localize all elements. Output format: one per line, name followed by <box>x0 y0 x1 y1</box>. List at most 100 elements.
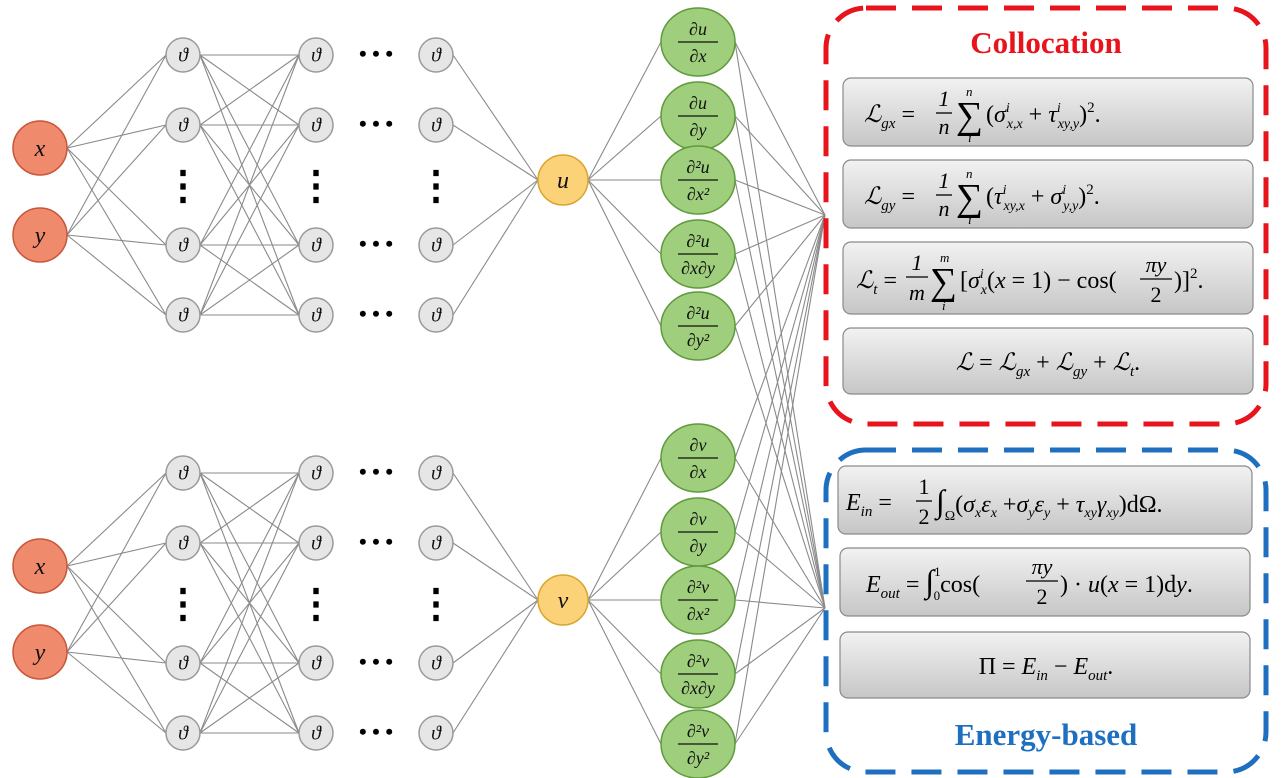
lower-derivative-edge <box>587 531 662 601</box>
svg-text:i: i <box>942 298 946 313</box>
svg-text:)]2.: )]2. <box>1174 266 1203 294</box>
upper-input-node-x: x <box>12 120 68 176</box>
upper-hidden-node-l3: ϑ <box>418 37 454 73</box>
derivative-denominator: ∂x∂y <box>681 258 715 278</box>
lower-derivative-edge <box>587 599 662 745</box>
upper-hidden-node-l1-label: ϑ <box>178 235 189 257</box>
formula-external-energy: Eout = ∫1 0cos( πy 2 ) · u(x = 1)dy. <box>839 547 1251 617</box>
derivative-numerator: ∂²u <box>686 303 709 323</box>
upper-loss-edge <box>734 179 826 216</box>
lower-derivative-edge <box>587 599 662 675</box>
energy-based-box <box>823 447 1269 775</box>
vertical-ellipsis: ⋮ <box>163 163 203 208</box>
derivative-numerator: ∂²v <box>687 721 709 741</box>
lower-hidden-node-l3: ϑ <box>418 455 454 491</box>
upper-hidden-node-l3-label: ϑ <box>431 45 442 67</box>
derivative-numerator: ∂²u <box>686 231 709 251</box>
lower-hidden-node-l1: ϑ <box>165 525 201 561</box>
upper-hidden-node-l3: ϑ <box>418 107 454 143</box>
network-edges <box>66 41 826 745</box>
derivative-denominator: ∂y <box>690 536 707 556</box>
svg-text:1: 1 <box>912 250 923 275</box>
lower-hidden-node-l1-label: ϑ <box>178 463 189 485</box>
ellipsis-markers: ⋮ ⋮ ⋮ • • • • • • • • • • • • ⋮ ⋮ ⋮ • • • • • • • • … <box>163 41 456 744</box>
upper-hidden-node-l2-label: ϑ <box>311 115 322 137</box>
svg-text:n: n <box>966 84 973 99</box>
upper-hidden-node-l1: ϑ <box>165 227 201 263</box>
upper-hidden-node-l1: ϑ <box>165 107 201 143</box>
svg-text:ℒt =: ℒt = <box>856 268 897 300</box>
svg-text:m: m <box>940 250 949 265</box>
lower-energy-edge <box>734 607 826 745</box>
upper-output-edge <box>452 179 539 246</box>
lower-hidden-node-l1: ϑ <box>165 645 201 681</box>
upper-energy-edge <box>734 41 826 609</box>
network-nodes: xyϑϑϑϑϑϑϑϑϑϑϑϑu∂u∂x∂u∂y∂²u∂x²∂²u∂x∂y∂²u∂… <box>12 7 736 778</box>
upper-output-edge <box>452 124 539 181</box>
horizontal-ellipsis: • • • <box>359 529 393 554</box>
vertical-ellipsis: ⋮ <box>163 581 203 626</box>
upper-derivative-edge <box>587 179 662 255</box>
upper-hidden-node-l3: ϑ <box>418 227 454 263</box>
svg-text:i: i <box>968 212 972 227</box>
svg-text:1: 1 <box>919 474 930 499</box>
lower-hidden-node-l2: ϑ <box>298 455 334 491</box>
lower-hidden-node-l3: ϑ <box>418 525 454 561</box>
lower-hidden-node-l2-label: ϑ <box>311 463 322 485</box>
upper-hidden-node-l2-label: ϑ <box>311 45 322 67</box>
vertical-ellipsis: ⋮ <box>296 163 336 208</box>
horizontal-ellipsis: • • • <box>359 231 393 256</box>
upper-hidden-node-l1: ϑ <box>165 297 201 333</box>
upper-output-node-label: u <box>557 168 569 194</box>
svg-text:n: n <box>939 114 950 139</box>
lower-derivative-node-0: ∂v ∂x <box>660 423 736 493</box>
svg-text:m: m <box>909 280 925 305</box>
vertical-ellipsis: ⋮ <box>416 163 456 208</box>
lower-hidden-node-l1-label: ϑ <box>178 533 189 555</box>
lower-output-edge <box>452 599 539 734</box>
derivative-numerator: ∂u <box>689 93 707 113</box>
upper-derivative-edge <box>587 115 662 181</box>
derivative-denominator: ∂x <box>690 46 707 66</box>
svg-text:ℒ = ℒgx + ℒgy + ℒt.: ℒ = ℒgx + ℒgy + ℒt. <box>956 350 1140 380</box>
svg-text:2: 2 <box>919 504 930 529</box>
upper-energy-edge <box>734 179 826 609</box>
vertical-ellipsis: ⋮ <box>416 581 456 626</box>
lower-loss-edge <box>734 214 826 533</box>
svg-text:πy: πy <box>1146 252 1167 277</box>
horizontal-ellipsis: • • • <box>359 111 393 136</box>
upper-derivative-node-4: ∂²u ∂y² <box>660 291 736 361</box>
lower-hidden-edge <box>199 472 300 734</box>
upper-hidden-node-l3: ϑ <box>418 297 454 333</box>
svg-text:n: n <box>966 166 973 181</box>
lower-energy-edge <box>734 531 826 609</box>
lower-input-edge <box>66 472 167 653</box>
upper-hidden-node-l1-label: ϑ <box>178 45 189 67</box>
lower-input-node-x: x <box>12 538 68 594</box>
upper-hidden-edge <box>199 54 300 126</box>
horizontal-ellipsis: • • • <box>359 459 393 484</box>
formula-loss-gx: ℒgx = 1 n ∑ n i (σi x,x + τi xy,y)2. <box>842 77 1254 147</box>
horizontal-ellipsis: • • • <box>359 41 393 66</box>
lower-hidden-node-l2: ϑ <box>298 525 334 561</box>
lower-energy-edge <box>734 599 826 609</box>
upper-hidden-edge <box>199 244 300 316</box>
lower-input-edge <box>66 472 167 567</box>
lower-loss-edge <box>734 214 826 675</box>
derivative-denominator: ∂x² <box>687 184 710 204</box>
svg-text:2: 2 <box>1151 282 1162 307</box>
upper-input-edge <box>66 234 167 316</box>
lower-input-edge <box>66 651 167 664</box>
upper-derivative-node-2: ∂²u ∂x² <box>660 145 736 215</box>
formula-internal-energy: Ein = 1 2 ∫Ω(σxεx +σyεy + τxyγxy)dΩ. <box>837 465 1253 535</box>
lower-output-node-label: v <box>558 588 569 614</box>
lower-input-edge <box>66 565 167 664</box>
lower-hidden-node-l2: ϑ <box>298 715 334 751</box>
upper-hidden-node-l1: ϑ <box>165 37 201 73</box>
upper-loss-edge <box>734 41 826 216</box>
derivative-denominator: ∂x <box>690 462 707 482</box>
upper-input-node-y-label: y <box>33 223 46 249</box>
upper-input-edge <box>66 147 167 246</box>
lower-hidden-node-l1-label: ϑ <box>178 723 189 745</box>
